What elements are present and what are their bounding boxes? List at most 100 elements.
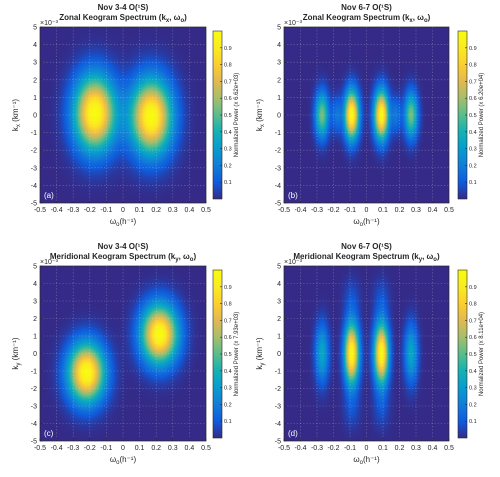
colorbar-tick-label: 0.2 xyxy=(224,163,232,169)
y-tick-label: -3 xyxy=(275,404,281,411)
colorbar-tick-label: 0.2 xyxy=(469,402,477,408)
colorbar-tick-label: 0.1 xyxy=(224,180,232,186)
y-tick-label: 5 xyxy=(277,25,281,32)
chart-title-line1: Nov 3-4 O(¹S) xyxy=(98,3,149,12)
y-tick-label: -3 xyxy=(31,165,37,172)
colorbar-tick-label: 0.5 xyxy=(224,352,232,358)
y-tick-label: 2 xyxy=(33,77,37,84)
y-tick-label: -5 xyxy=(31,439,37,446)
x-tick-label: 0.3 xyxy=(168,445,178,452)
y-tick-label: 3 xyxy=(33,60,37,67)
x-tick-label: -0.4 xyxy=(51,207,63,214)
colorbar-tick-label: 0.8 xyxy=(469,63,477,69)
y-axis-label: ky (km⁻¹) xyxy=(255,337,266,369)
colorbar-label: Normalized Power (x 8.11e+04) xyxy=(479,312,485,396)
y-tick-label: 3 xyxy=(33,299,37,306)
x-tick-label: -0.3 xyxy=(67,445,79,452)
y-tick-label: -3 xyxy=(275,165,281,172)
x-tick-label: 0.5 xyxy=(201,207,211,214)
colorbar-tick-label: 0.4 xyxy=(469,130,477,136)
colorbar-tick-label: 0.6 xyxy=(469,335,477,341)
x-tick-label: 0 xyxy=(121,445,125,452)
colorbar-tick-label: 0.4 xyxy=(469,369,477,375)
y-tick-label: -2 xyxy=(275,148,281,155)
y-tick-label: -4 xyxy=(31,183,37,190)
x-tick-label: -0.1 xyxy=(100,207,112,214)
heatmap-image xyxy=(284,27,449,203)
colorbar-tick-label: 0.3 xyxy=(224,386,232,392)
y-tick-label: 0 xyxy=(277,351,281,358)
y-tick-label: -1 xyxy=(275,130,281,137)
panel-label: (a) xyxy=(44,191,54,200)
y-tick-label: 4 xyxy=(277,42,281,49)
y-axis-label: kx (km⁻¹) xyxy=(11,99,22,131)
x-tick-label: -0.4 xyxy=(294,207,306,214)
chart-title-line1: Nov 6-7 O(¹S) xyxy=(341,242,392,251)
x-tick-label: -0.5 xyxy=(34,445,46,452)
x-tick-label: 0.2 xyxy=(395,207,405,214)
heatmap-image xyxy=(284,266,449,441)
colorbar-tick-label: 0.9 xyxy=(224,46,232,52)
colorbar-tick-label: 0.8 xyxy=(469,302,477,308)
y-tick-label: 4 xyxy=(277,281,281,288)
panel-label: (b) xyxy=(288,191,298,200)
y-tick-label: 1 xyxy=(33,95,37,102)
chart-title-line2: Zonal Keogram Spectrum (kx, ωo) xyxy=(303,13,431,24)
x-tick-label: -0.1 xyxy=(344,207,356,214)
chart-title-line1: Nov 6-7 O(¹S) xyxy=(341,3,392,12)
chart-panel-1: -0.5 -0.4 -0.3 -0.2 -0.1 0 0.1 0.2 0.3 0.4 0.5 5 4 3 2… xyxy=(11,3,240,228)
chart-panel-4: -0.5 -0.4 -0.3 -0.2 -0.1 0 0.1 0.2 0.3 0.4 0.5 5 4 3 2… xyxy=(255,242,485,466)
x-tick-label: 0.4 xyxy=(185,445,195,452)
x-axis-label: ωo(h⁻¹) xyxy=(353,217,380,228)
colorbar-tick-label: 0.2 xyxy=(224,402,232,408)
x-tick-label: 0.5 xyxy=(201,445,211,452)
heatmap-image xyxy=(40,266,206,441)
x-tick-label: 0.1 xyxy=(135,445,145,452)
x-tick-label: -0.5 xyxy=(34,207,46,214)
x-tick-label: -0.3 xyxy=(311,207,323,214)
colorbar-label: Normalized Power (x 6.20e+04) xyxy=(479,73,485,158)
x-axis-label: ωo(h⁻¹) xyxy=(353,455,380,466)
y-exponent-label: ×10⁻³ xyxy=(284,20,303,27)
x-tick-label: -0.2 xyxy=(84,207,96,214)
colorbar-tick-label: 0.9 xyxy=(224,285,232,291)
x-tick-label: -0.4 xyxy=(51,445,63,452)
x-tick-label: 0.4 xyxy=(428,207,438,214)
x-tick-label: -0.1 xyxy=(344,445,356,452)
colorbar-tick-label: 0.6 xyxy=(469,96,477,102)
colorbar-tick-label: 0.7 xyxy=(469,318,477,324)
y-tick-label: -2 xyxy=(275,386,281,393)
y-tick-label: 2 xyxy=(277,316,281,323)
colorbar-tick-label: 0.5 xyxy=(469,352,477,358)
chart-title-line1: Nov 3-4 O(¹S) xyxy=(98,242,149,251)
y-exponent-label: ×10⁻³ xyxy=(284,259,303,266)
y-tick-label: 1 xyxy=(277,95,281,102)
y-tick-label: -4 xyxy=(31,421,37,428)
y-tick-label: 4 xyxy=(33,281,37,288)
colorbar-tick-label: 0.1 xyxy=(224,419,232,425)
colorbar-tick-label: 0.1 xyxy=(469,180,477,186)
x-tick-label: -0.5 xyxy=(278,445,290,452)
x-tick-label: 0.4 xyxy=(428,445,438,452)
y-tick-label: 5 xyxy=(277,264,281,271)
colorbar-tick-label: 0.7 xyxy=(224,79,232,85)
colorbar-tick-label: 0.6 xyxy=(224,335,232,341)
x-tick-label: 0.2 xyxy=(151,207,161,214)
y-axis-label: ky (km⁻¹) xyxy=(11,337,22,369)
x-tick-label: -0.1 xyxy=(100,445,112,452)
y-exponent-label: ×10⁻³ xyxy=(40,259,59,266)
x-tick-label: 0.2 xyxy=(395,445,405,452)
x-tick-label: -0.2 xyxy=(84,445,96,452)
x-tick-label: 0.3 xyxy=(411,445,421,452)
y-tick-label: -3 xyxy=(31,404,37,411)
x-tick-label: -0.2 xyxy=(327,445,339,452)
x-tick-label: 0 xyxy=(365,445,369,452)
x-tick-label: 0.1 xyxy=(378,445,388,452)
y-tick-label: -2 xyxy=(31,386,37,393)
colorbar-tick-label: 0.3 xyxy=(224,147,232,153)
y-tick-label: 5 xyxy=(33,25,37,32)
colorbar-tick-label: 0.5 xyxy=(224,113,232,119)
colorbar-tick-label: 0.4 xyxy=(224,130,232,136)
y-tick-label: -1 xyxy=(275,369,281,376)
x-tick-label: 0.3 xyxy=(168,207,178,214)
